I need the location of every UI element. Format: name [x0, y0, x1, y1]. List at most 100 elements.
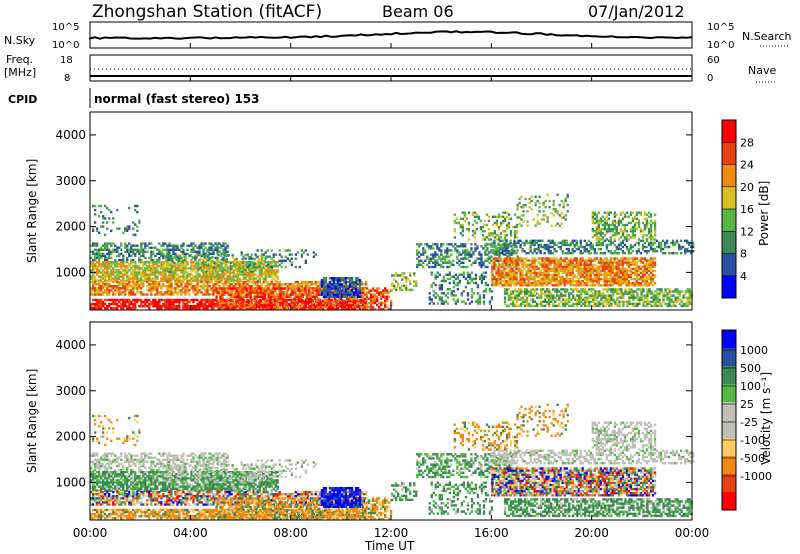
- power-cell: [444, 261, 447, 264]
- power-cell: [120, 265, 123, 268]
- power-cell: [541, 239, 544, 242]
- power-cell: [519, 271, 522, 275]
- power-cell: [120, 242, 123, 245]
- power-cell: [605, 277, 608, 281]
- power-cell: [461, 217, 464, 220]
- power-cell: [653, 250, 657, 253]
- power-cell: [484, 243, 487, 246]
- power-cell: [122, 279, 125, 282]
- power-cell: [416, 249, 419, 252]
- power-cell: [252, 273, 255, 276]
- power-cell: [483, 219, 487, 223]
- power-cell: [533, 282, 536, 285]
- power-cell: [331, 301, 335, 305]
- power-cell: [136, 265, 139, 268]
- power-cell: [214, 283, 217, 286]
- power-cell: [100, 204, 103, 208]
- power-cell: [158, 242, 161, 245]
- power-cell: [497, 215, 501, 218]
- power-cell: [134, 233, 137, 237]
- power-cell: [124, 285, 127, 288]
- power-cell: [376, 303, 379, 307]
- freq-right-tick-bottom: 0: [707, 73, 713, 84]
- power-cell: [497, 265, 500, 268]
- power-cell: [466, 271, 470, 274]
- power-cell: [386, 299, 389, 303]
- power-cell: [597, 241, 600, 245]
- power-cell: [515, 225, 519, 229]
- power-cell: [553, 265, 556, 268]
- power-cell: [118, 287, 121, 290]
- power-cell: [144, 246, 147, 249]
- power-cell: [499, 252, 502, 255]
- power-cell: [94, 242, 97, 245]
- power-cell: [501, 273, 504, 277]
- power-cell: [96, 252, 99, 256]
- power-cell: [170, 277, 173, 280]
- power-cell: [428, 259, 431, 262]
- power-cell: [128, 298, 131, 302]
- power-cell: [599, 277, 602, 281]
- power-cell: [313, 297, 316, 300]
- power-cell: [380, 301, 383, 305]
- power-cell: [579, 273, 582, 277]
- power-cell: [635, 282, 639, 285]
- power-cell: [247, 293, 250, 296]
- power-cell: [525, 257, 528, 260]
- power-cell: [104, 271, 107, 274]
- power-cell: [208, 246, 211, 249]
- power-cell: [621, 263, 625, 266]
- power-cell: [106, 293, 109, 296]
- power-cell: [593, 280, 596, 283]
- power-cell: [353, 299, 357, 303]
- power-cell: [553, 243, 556, 247]
- power-cell: [504, 253, 507, 256]
- power-cell: [204, 305, 207, 308]
- power-cell: [216, 244, 219, 247]
- power-cell: [112, 250, 115, 253]
- power-cell: [629, 261, 633, 264]
- power-cell: [639, 277, 643, 281]
- power-cell: [130, 250, 133, 253]
- power-cell: [208, 250, 211, 253]
- power-cell: [338, 291, 342, 294]
- power-cell: [599, 263, 602, 266]
- power-cell: [589, 252, 592, 255]
- power-cell: [92, 252, 95, 256]
- power-cell: [275, 301, 278, 305]
- power-cell: [519, 282, 522, 285]
- power-cell: [513, 257, 516, 260]
- power-cell: [356, 277, 360, 280]
- power-cell: [508, 255, 511, 258]
- power-cell: [188, 279, 191, 282]
- power-cell: [360, 280, 364, 284]
- power-cell: [92, 229, 95, 232]
- power-cell: [521, 259, 524, 262]
- power-cell: [541, 261, 544, 264]
- power-cell: [482, 271, 486, 274]
- power-cell: [488, 302, 492, 305]
- power-cell: [231, 299, 234, 303]
- power-cell: [261, 289, 264, 292]
- power-cell: [259, 291, 262, 294]
- power-cell: [559, 269, 562, 273]
- power-cell: [501, 250, 504, 253]
- power-cell: [186, 285, 189, 288]
- power-cell: [276, 285, 279, 288]
- power-cell: [102, 221, 105, 224]
- power-cell: [361, 303, 365, 307]
- power-cell: [318, 285, 322, 288]
- power-cell: [174, 289, 177, 292]
- power-cell: [288, 298, 291, 302]
- power-cell: [184, 307, 187, 310]
- power-cell: [581, 275, 584, 279]
- power-cell: [470, 243, 473, 246]
- power-cell: [212, 298, 215, 302]
- power-cell: [212, 302, 215, 306]
- power-cell: [232, 275, 235, 278]
- power-cell: [102, 265, 105, 268]
- power-cell: [555, 261, 558, 264]
- power-cell: [343, 303, 347, 307]
- power-cell: [611, 263, 614, 266]
- power-cell: [611, 282, 614, 285]
